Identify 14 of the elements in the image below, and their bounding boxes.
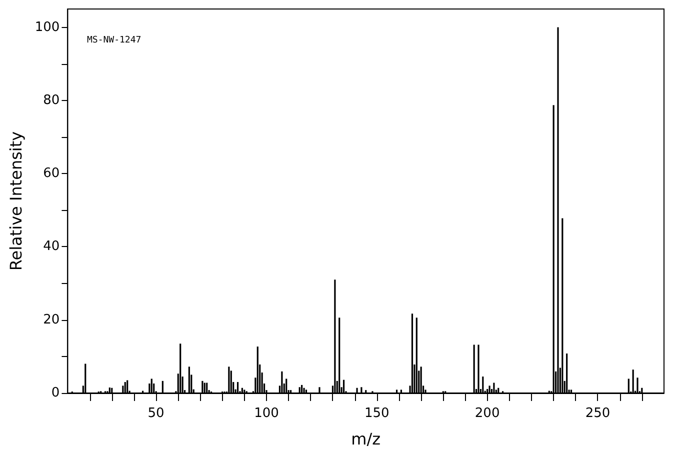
y-tick-label: 40 — [43, 239, 60, 254]
y-tick-label: 80 — [43, 92, 60, 108]
x-axis-title: m/z — [351, 430, 381, 448]
x-tick-label: 150 — [364, 406, 390, 421]
y-tick-label: 20 — [43, 312, 60, 328]
annotation: MS-NW-1247 — [87, 36, 142, 46]
x-tick-label: 200 — [474, 406, 500, 421]
x-tick-label: 100 — [254, 406, 279, 421]
y-axis-title: Relative Intensity — [6, 131, 26, 271]
x-tick-label: 250 — [585, 406, 610, 421]
x-tick-label: 50 — [148, 406, 164, 421]
y-tick-label: 60 — [43, 166, 60, 182]
y-tick-label: 0 — [51, 386, 60, 400]
y-tick-label: 100 — [34, 20, 60, 35]
